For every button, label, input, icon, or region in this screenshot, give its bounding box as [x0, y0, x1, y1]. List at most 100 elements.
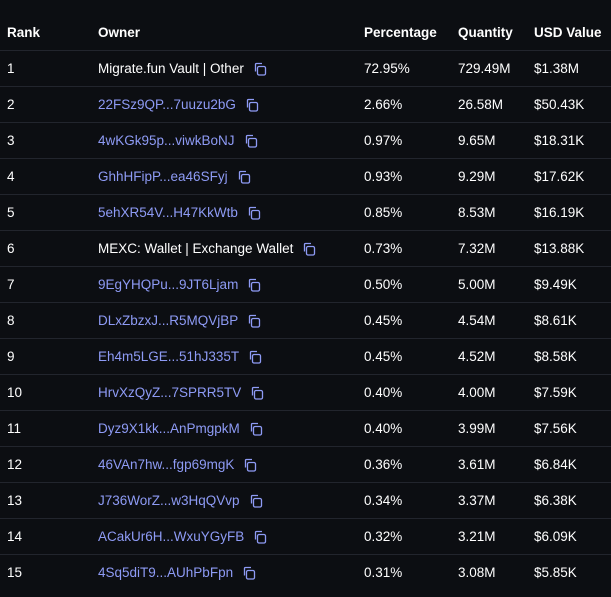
table-row: 3 4wKGk95p...viwkBoNJ 0.97% 9.65M $18.31K [0, 122, 611, 158]
usd-value-cell: $17.62K [534, 169, 585, 184]
usd-value-cell: $1.38M [534, 61, 580, 76]
quantity-cell: 3.21M [458, 529, 496, 544]
percentage-cell: 0.34% [364, 493, 403, 508]
copy-icon[interactable] [243, 458, 257, 472]
quantity-cell: 4.54M [458, 313, 496, 328]
table-header: Rank Owner Percentage Quantity USD Value [0, 14, 611, 50]
usd-value-cell: $8.58K [534, 349, 577, 364]
owner-cell: HrvXzQyZ...7SPRR5TV [98, 385, 264, 400]
usd-value-cell: $13.88K [534, 241, 585, 256]
rank-cell: 1 [7, 61, 15, 76]
owner-address-link[interactable]: J736WorZ...w3HqQVvp [98, 493, 240, 508]
owner-address-link[interactable]: 9EgYHQPu...9JT6Ljam [98, 277, 239, 292]
owner-cell: ACakUr6H...WxuYGyFB [98, 529, 267, 544]
percentage-cell: 0.50% [364, 277, 403, 292]
copy-icon[interactable] [242, 566, 256, 580]
owner-address-link[interactable]: DLxZbzxJ...R5MQVjBP [98, 313, 239, 328]
quantity-cell: 8.53M [458, 205, 496, 220]
rank-cell: 8 [7, 313, 15, 328]
rank-cell: 4 [7, 169, 15, 184]
owner-address-link[interactable]: 22FSz9QP...7uuzu2bG [98, 97, 236, 112]
copy-icon[interactable] [253, 530, 267, 544]
owner-address-link[interactable]: 4wKGk95p...viwkBoNJ [98, 133, 235, 148]
copy-icon[interactable] [244, 134, 258, 148]
owner-cell: Eh4m5LGE...51hJ335T [98, 349, 262, 364]
owner-cell: 46VAn7hw...fgp69mgK [98, 457, 257, 472]
copy-icon[interactable] [247, 278, 261, 292]
table-row: 11 Dyz9X1kk...AnPmgpkM 0.40% 3.99M $7.56K [0, 410, 611, 446]
rank-cell: 9 [7, 349, 15, 364]
copy-icon[interactable] [302, 242, 316, 256]
usd-value-cell: $5.85K [534, 565, 577, 580]
owner-cell: 4wKGk95p...viwkBoNJ [98, 133, 258, 148]
usd-value-cell: $6.84K [534, 457, 577, 472]
rank-cell: 5 [7, 205, 15, 220]
owner-cell: J736WorZ...w3HqQVvp [98, 493, 263, 508]
owner-label: MEXC: Wallet | Exchange Wallet [98, 241, 294, 256]
copy-icon[interactable] [253, 62, 267, 76]
rank-cell: 11 [7, 421, 22, 436]
rank-cell: 12 [7, 457, 23, 472]
rank-cell: 2 [7, 97, 15, 112]
header-percentage[interactable]: Percentage [364, 24, 437, 40]
owner-address-link[interactable]: ACakUr6H...WxuYGyFB [98, 529, 245, 544]
copy-icon[interactable] [249, 494, 263, 508]
rank-cell: 3 [7, 133, 15, 148]
usd-value-cell: $16.19K [534, 205, 585, 220]
table-row: 15 4Sq5diT9...AUhPbFpn 0.31% 3.08M $5.85K [0, 554, 611, 590]
percentage-cell: 0.31% [364, 565, 403, 580]
quantity-cell: 9.65M [458, 133, 496, 148]
owner-address-link[interactable]: GhhHFipP...ea46SFyj [98, 169, 228, 184]
header-rank[interactable]: Rank [7, 24, 41, 40]
copy-icon[interactable] [245, 98, 259, 112]
table-row: 1 Migrate.fun Vault | Other 72.95% 729.49M $… [0, 50, 611, 86]
owner-cell: 5ehXR54V...H47KkWtb [98, 205, 261, 220]
quantity-cell: 7.32M [458, 241, 496, 256]
owner-address-link[interactable]: HrvXzQyZ...7SPRR5TV [98, 385, 242, 400]
copy-icon[interactable] [248, 350, 262, 364]
percentage-cell: 0.32% [364, 529, 403, 544]
owner-address-link[interactable]: 4Sq5diT9...AUhPbFpn [98, 565, 234, 580]
rank-cell: 13 [7, 493, 23, 508]
copy-icon[interactable] [247, 206, 261, 220]
table-row: 9 Eh4m5LGE...51hJ335T 0.45% 4.52M $8.58K [0, 338, 611, 374]
usd-value-cell: $18.31K [534, 133, 585, 148]
usd-value-cell: $8.61K [534, 313, 577, 328]
owner-address-link[interactable]: Dyz9X1kk...AnPmgpkM [98, 421, 240, 436]
owner-address-link[interactable]: Eh4m5LGE...51hJ335T [98, 349, 240, 364]
owner-cell: 9EgYHQPu...9JT6Ljam [98, 277, 261, 292]
quantity-cell: 3.99M [458, 421, 496, 436]
percentage-cell: 72.95% [364, 61, 410, 76]
owner-cell: Migrate.fun Vault | Other [98, 61, 267, 76]
quantity-cell: 3.61M [458, 457, 496, 472]
quantity-cell: 9.29M [458, 169, 496, 184]
table-row: 4 GhhHFipP...ea46SFyj 0.93% 9.29M $17.62K [0, 158, 611, 194]
percentage-cell: 0.85% [364, 205, 403, 220]
rank-cell: 6 [7, 241, 15, 256]
copy-icon[interactable] [250, 386, 264, 400]
table-row: 12 46VAn7hw...fgp69mgK 0.36% 3.61M $6.84K [0, 446, 611, 482]
header-usd-value[interactable]: USD Value [534, 24, 602, 40]
table-row: 5 5ehXR54V...H47KkWtb 0.85% 8.53M $16.19K [0, 194, 611, 230]
copy-icon[interactable] [249, 422, 263, 436]
percentage-cell: 0.40% [364, 385, 403, 400]
copy-icon[interactable] [237, 170, 251, 184]
rank-cell: 14 [7, 529, 23, 544]
owner-cell: Dyz9X1kk...AnPmgpkM [98, 421, 263, 436]
percentage-cell: 0.36% [364, 457, 403, 472]
header-quantity[interactable]: Quantity [458, 24, 513, 40]
copy-icon[interactable] [247, 314, 261, 328]
percentage-cell: 2.66% [364, 97, 403, 112]
percentage-cell: 0.97% [364, 133, 403, 148]
owner-address-link[interactable]: 5ehXR54V...H47KkWtb [98, 205, 238, 220]
quantity-cell: 26.58M [458, 97, 504, 112]
usd-value-cell: $6.09K [534, 529, 577, 544]
usd-value-cell: $6.38K [534, 493, 577, 508]
owner-address-link[interactable]: 46VAn7hw...fgp69mgK [98, 457, 235, 472]
owner-cell: MEXC: Wallet | Exchange Wallet [98, 241, 316, 256]
header-owner[interactable]: Owner [98, 24, 141, 40]
owner-cell: DLxZbzxJ...R5MQVjBP [98, 313, 261, 328]
percentage-cell: 0.45% [364, 349, 403, 364]
usd-value-cell: $7.56K [534, 421, 577, 436]
owner-cell: GhhHFipP...ea46SFyj [98, 169, 251, 184]
